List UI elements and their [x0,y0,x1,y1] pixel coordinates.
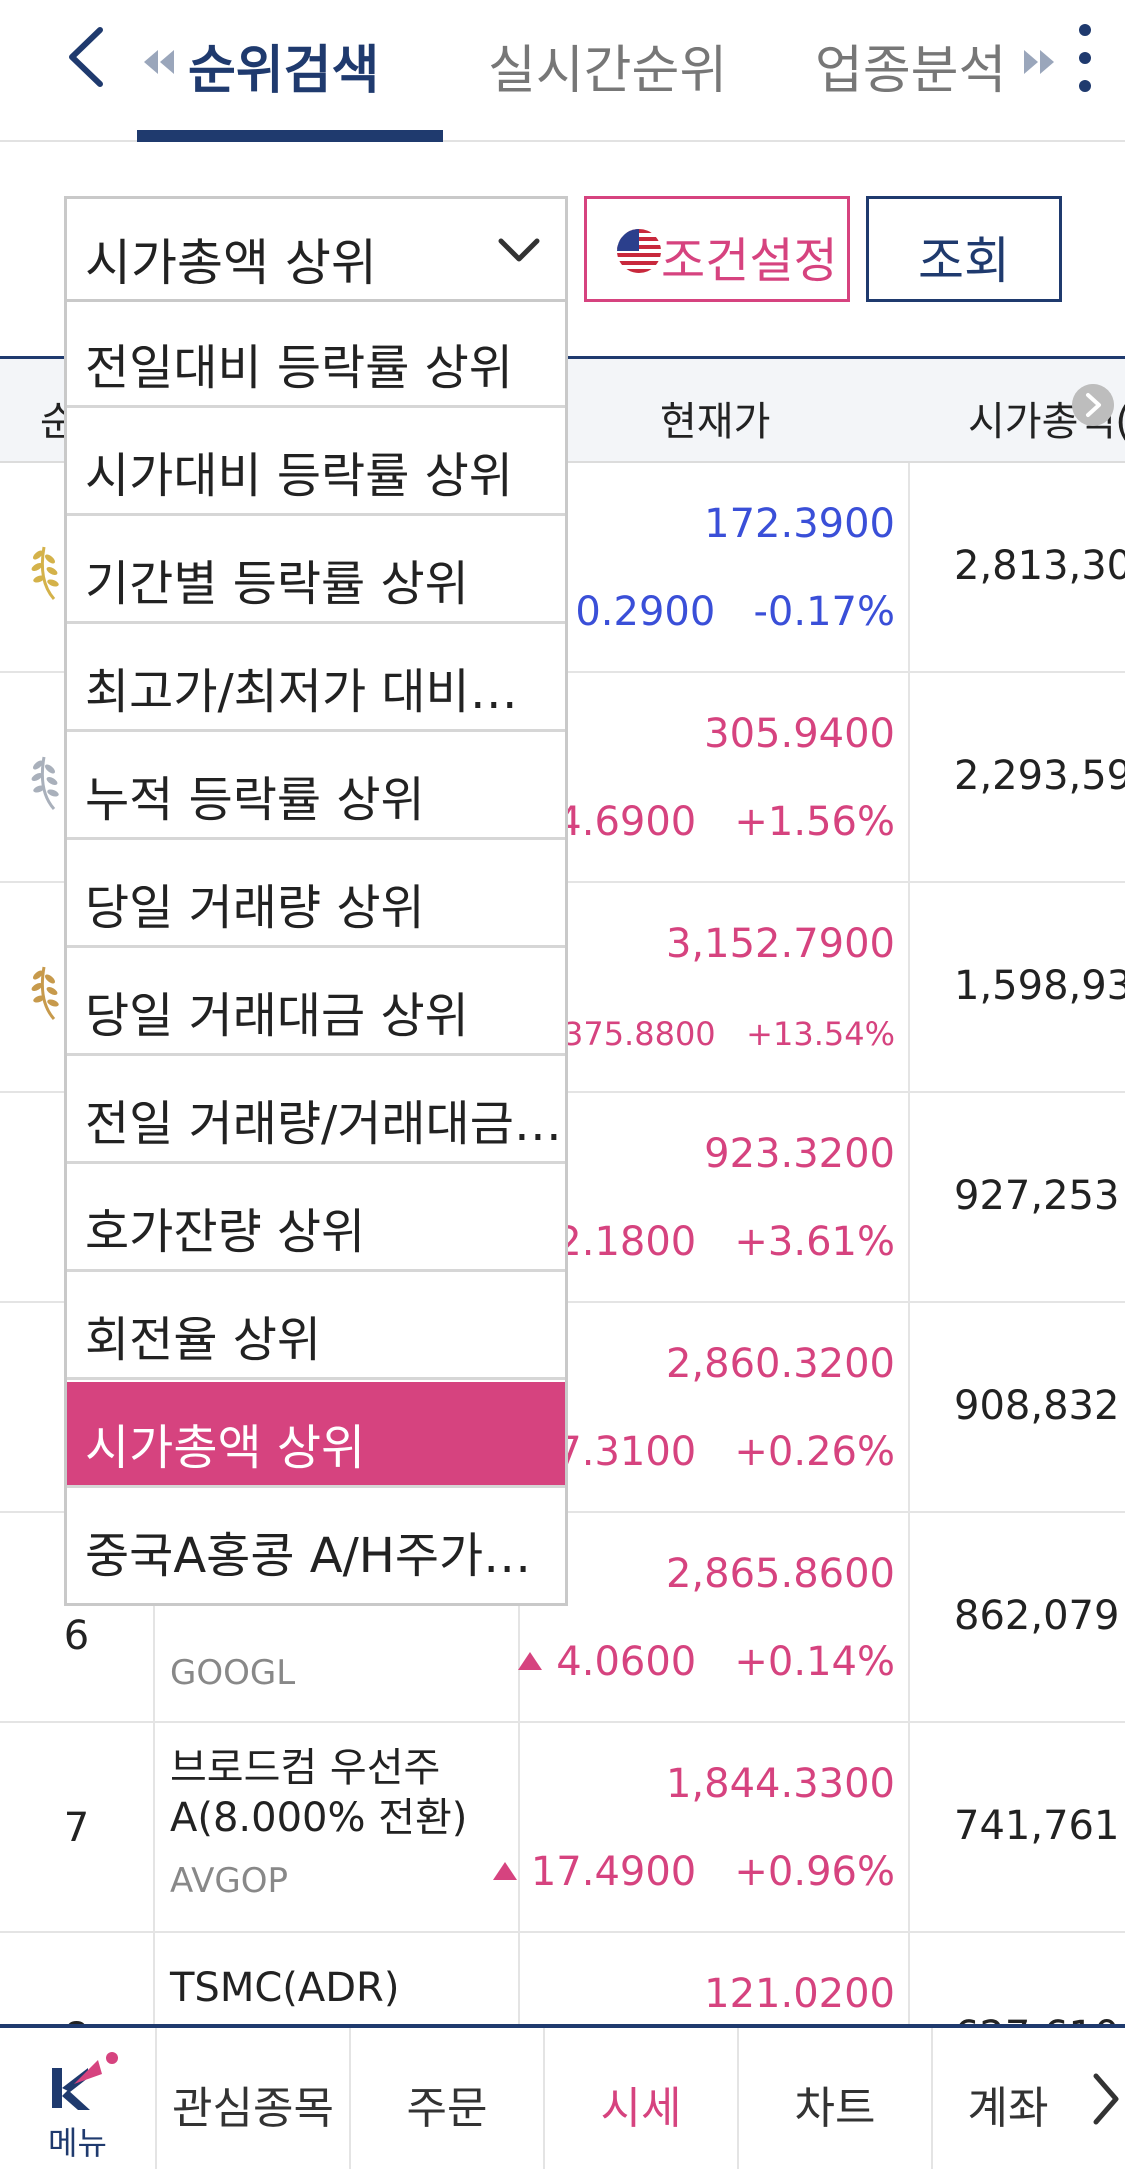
change-rate: +3.61% [734,1219,895,1265]
market-cap-value: 2,293,592 [954,753,1125,799]
market-cap-value: 908,832 [954,1383,1120,1429]
stock-name: 브로드컴 우선주 [170,1745,441,1791]
gold-laurel-icon [31,546,59,600]
current-price: 2,860.3200 [665,1341,895,1387]
stock-ticker: AVGOP [170,1861,288,1901]
dropdown-option[interactable]: 누적 등락률 상위 [67,734,565,840]
chevron-right-icon[interactable] [1090,2072,1120,2126]
condition-settings-label: 조건설정 [661,233,838,289]
scroll-right-icon[interactable] [1072,384,1114,426]
change-rate: -0.17% [753,589,895,635]
nav-chart[interactable]: 차트 [739,2028,933,2169]
us-flag-icon [617,229,661,273]
stock-name-line2: A(8.000% 전환) [170,1795,468,1841]
current-price: 3,152.7900 [665,921,895,967]
stock-ticker: GOOGL [170,1653,296,1693]
dropdown-option[interactable]: 최고가/최저가 대비… [67,626,565,732]
active-tab-indicator [137,130,443,142]
bottom-navigation: 메뉴 관심종목 주문 시세 차트 계좌 [0,2024,1125,2169]
change-rate: +13.54% [746,1015,895,1053]
rank-number: 6 [63,1613,90,1659]
dropdown-option[interactable]: 시가대비 등락률 상위 [67,410,565,516]
table-row[interactable]: 923.3200 32.1800 +3.61% 927,253 [0,1093,1125,1303]
back-arrow-icon[interactable] [62,22,112,92]
stock-name: TSMC(ADR) [170,1965,400,2011]
condition-settings-button[interactable]: 조건설정 [584,196,850,302]
current-price: 305.9400 [704,711,895,757]
dropdown-option[interactable]: 회전율 상위 [67,1274,565,1380]
tab-realtime-rank[interactable]: 실시간순위 [488,41,728,101]
dropdown-option[interactable]: 기간별 등락률 상위 [67,518,565,624]
k-logo-icon [52,2052,118,2110]
table-row[interactable]: 6 GOOGL 2,865.8600 4.0600 +0.14% 862,079 [0,1513,1125,1723]
chevron-down-icon [498,238,540,262]
search-button-label: 조회 [918,232,1010,290]
nav-quotes[interactable]: 시세 [545,2028,739,2169]
header-price: 현재가 [660,399,771,445]
price-change: 4.6900 +1.56% [518,799,895,845]
scroll-tabs-right-icon[interactable] [1022,48,1056,76]
up-arrow-icon [492,1862,517,1880]
change-rate: +0.14% [734,1639,895,1685]
dropdown-option[interactable]: 중국A홍콩 A/H주가… [67,1490,565,1596]
dropdown-option[interactable]: 당일 거래량 상위 [67,842,565,948]
table-row[interactable]: 172.3900 0.2900 -0.17% 2,813,301 [0,463,1125,673]
price-change: 7.3100 +0.26% [518,1429,895,1475]
change-rate: +0.26% [734,1429,895,1475]
up-arrow-icon [518,1652,543,1670]
silver-laurel-icon [31,756,59,810]
scroll-tabs-left-icon[interactable] [142,48,176,76]
ranking-type-dropdown: 전일대비 등락률 상위 시가대비 등락률 상위 기간별 등락률 상위 최고가/최… [64,299,568,1606]
current-price: 2,865.8600 [665,1551,895,1597]
market-cap-value: 862,079 [954,1593,1120,1639]
dropdown-option[interactable]: 전일대비 등락률 상위 [67,302,565,408]
nav-order[interactable]: 주문 [351,2028,545,2169]
market-cap-value: 2,813,301 [954,543,1125,589]
market-cap-value: 1,598,931 [954,963,1125,1009]
dropdown-option[interactable]: 당일 거래대금 상위 [67,950,565,1056]
nav-watchlist[interactable]: 관심종목 [157,2028,351,2169]
current-price: 923.3200 [704,1131,895,1177]
dropdown-option[interactable]: 전일 거래량/거래대금… [67,1058,565,1164]
top-tab-bar: 순위검색 실시간순위 업종분석 [0,0,1125,142]
price-change: 0.2900 -0.17% [537,589,895,635]
table-row[interactable]: 7 브로드컴 우선주 A(8.000% 전환) AVGOP 1,844.3300… [0,1723,1125,1933]
current-price: 121.0200 [704,1971,895,2017]
price-change: 17.4900 +0.96% [492,1849,895,1895]
change-rate: +1.56% [734,799,895,845]
change-rate: +0.96% [734,1849,895,1895]
tab-sector-analysis[interactable]: 업종분석 [815,41,1007,101]
current-price: 172.3900 [704,501,895,547]
current-price: 1,844.3300 [665,1761,895,1807]
nav-menu[interactable]: 메뉴 [0,2028,157,2169]
column-divider [908,463,910,2028]
nav-menu-label: 메뉴 [48,2124,107,2162]
market-cap-value: 927,253 [954,1173,1120,1219]
bronze-laurel-icon [31,966,59,1020]
rank-number: 7 [63,1805,90,1851]
tab-rank-search[interactable]: 순위검색 [188,41,380,101]
ranking-type-select[interactable]: 시가총액 상위 [64,196,568,302]
dropdown-option-selected[interactable]: 시가총액 상위 [67,1382,565,1488]
dropdown-option[interactable]: 호가잔량 상위 [67,1166,565,1272]
price-change: 4.0600 +0.14% [518,1639,895,1685]
ranking-type-value: 시가총액 상위 [85,234,377,292]
price-change: 375.8800 +13.54% [524,1015,895,1053]
search-button[interactable]: 조회 [866,196,1062,302]
market-cap-value: 741,761 [954,1803,1120,1849]
more-options-icon[interactable] [1070,22,1100,94]
nav-account[interactable]: 계좌 [967,2083,1049,2134]
